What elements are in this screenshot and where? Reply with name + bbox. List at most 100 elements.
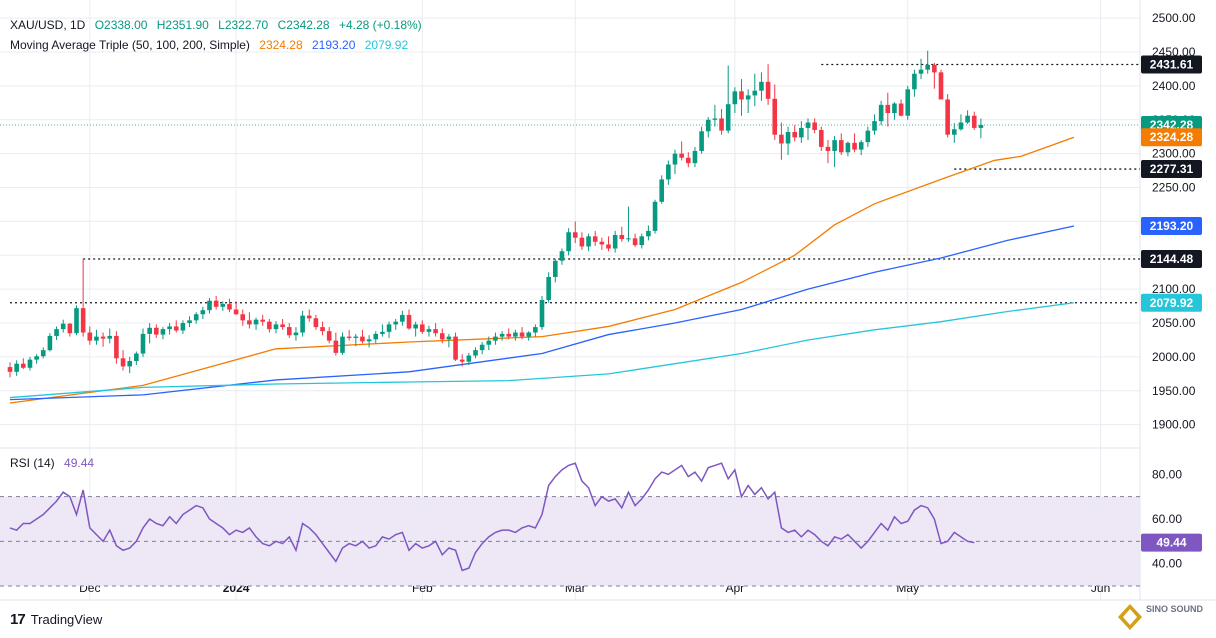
rsi-tick-label: 80.00: [1152, 467, 1182, 481]
candle-body: [40, 350, 46, 357]
candle-body: [672, 153, 678, 165]
candle-body: [971, 115, 977, 128]
candle-body: [739, 91, 744, 100]
candle-body: [127, 360, 132, 367]
candle-body: [373, 333, 379, 340]
candle-body: [393, 321, 398, 325]
candle-body: [247, 320, 252, 325]
candle-body: [586, 236, 591, 247]
candle-body: [173, 326, 179, 331]
candle-body: [519, 332, 525, 337]
tradingview-logo[interactable]: 17 TradingView: [10, 611, 102, 628]
candle-body: [652, 201, 658, 231]
price-axis-badge: [1141, 160, 1202, 179]
candle-body: [386, 324, 392, 332]
watermark-text: SINO SOUND: [1146, 604, 1204, 614]
candle-body: [213, 300, 219, 307]
price-axis-badge: [1141, 250, 1202, 269]
candle-body: [533, 327, 538, 333]
candle-body: [819, 129, 824, 147]
candle-body: [134, 353, 139, 361]
candle-body: [566, 232, 571, 252]
price-axis-badge: [1141, 55, 1202, 74]
candle-body: [160, 329, 166, 335]
candle-body: [546, 276, 551, 301]
open-value: O2338.00: [94, 18, 148, 32]
price-axis-badge-label: 2324.28: [1150, 130, 1194, 144]
candle-body: [233, 309, 239, 315]
candle-body: [699, 131, 704, 151]
candle-body: [267, 321, 272, 330]
candle-body: [945, 99, 950, 135]
candle-body: [692, 150, 698, 164]
rsi-legend: RSI (14) 49.44: [10, 456, 100, 470]
candle-body: [572, 232, 578, 238]
rsi-axis-badge: [1141, 533, 1202, 552]
candle-body: [885, 104, 891, 114]
candle-body: [313, 318, 319, 328]
candle-body: [87, 332, 93, 341]
moving-average-line: [9, 225, 1075, 401]
candle-body: [978, 125, 984, 128]
candle-body: [513, 332, 518, 337]
candle-body: [260, 319, 265, 322]
candle-body: [579, 237, 585, 247]
price-axis-badge-label: 2431.61: [1150, 57, 1194, 71]
chart-legend-ma: Moving Average Triple (50, 100, 200, Sim…: [10, 38, 414, 52]
candle-body: [380, 331, 385, 334]
candle-body: [366, 339, 372, 342]
candle-body: [333, 340, 339, 353]
candle-body: [852, 142, 857, 150]
candle-body: [805, 122, 811, 128]
candle-body: [240, 314, 246, 321]
candle-body: [486, 340, 492, 345]
price-axis-badge: [1141, 293, 1202, 312]
price-axis-badge-label: 2079.92: [1150, 296, 1194, 310]
tradingview-logo-text: TradingView: [30, 612, 103, 627]
candle-body: [147, 327, 152, 334]
candle-body: [646, 230, 651, 237]
candle-body: [592, 236, 598, 242]
ma100-value: 2193.20: [312, 38, 356, 52]
candle-body: [100, 336, 106, 339]
change-value: +4.28 (+0.18%): [338, 18, 422, 32]
price-tick-label: 2250.00: [1152, 181, 1196, 195]
candle-body: [220, 304, 226, 307]
candle-body: [346, 336, 352, 338]
candle-body: [938, 72, 944, 100]
candle-body: [479, 344, 485, 351]
candle-body: [207, 300, 212, 311]
candle-body: [187, 320, 192, 324]
candle-body: [725, 104, 731, 131]
close-value: C2342.28: [277, 18, 330, 32]
price-tick-label: 2000.00: [1152, 350, 1196, 364]
candle-body: [719, 118, 724, 131]
candle-body: [340, 336, 345, 353]
candle-body: [626, 238, 631, 240]
candle-body: [446, 336, 452, 340]
candle-body: [400, 314, 405, 322]
candle-body: [526, 332, 531, 337]
candle-body: [200, 310, 206, 315]
candle-body: [799, 127, 804, 138]
candle-body: [280, 324, 285, 328]
low-value: L2322.70: [218, 18, 269, 32]
candle-body: [60, 323, 66, 330]
candle-body: [306, 315, 312, 319]
price-axis-badge-label: 2277.31: [1150, 162, 1194, 176]
symbol-label: XAU/USD, 1D: [10, 18, 86, 32]
price-axis-badge-label: 2193.20: [1150, 219, 1194, 233]
candle-body: [912, 73, 917, 90]
candle-body: [439, 333, 445, 340]
candle-body: [140, 333, 146, 354]
candle-body: [114, 335, 119, 359]
candle-body: [193, 314, 199, 321]
price-axis-badge: [1141, 217, 1202, 236]
rsi-tick-label: 40.00: [1152, 557, 1182, 571]
candle-body: [293, 332, 299, 336]
tradingview-mark-icon: 17: [10, 611, 26, 628]
candle-body: [785, 131, 791, 144]
candle-body: [898, 103, 904, 116]
candle-body: [459, 359, 465, 362]
